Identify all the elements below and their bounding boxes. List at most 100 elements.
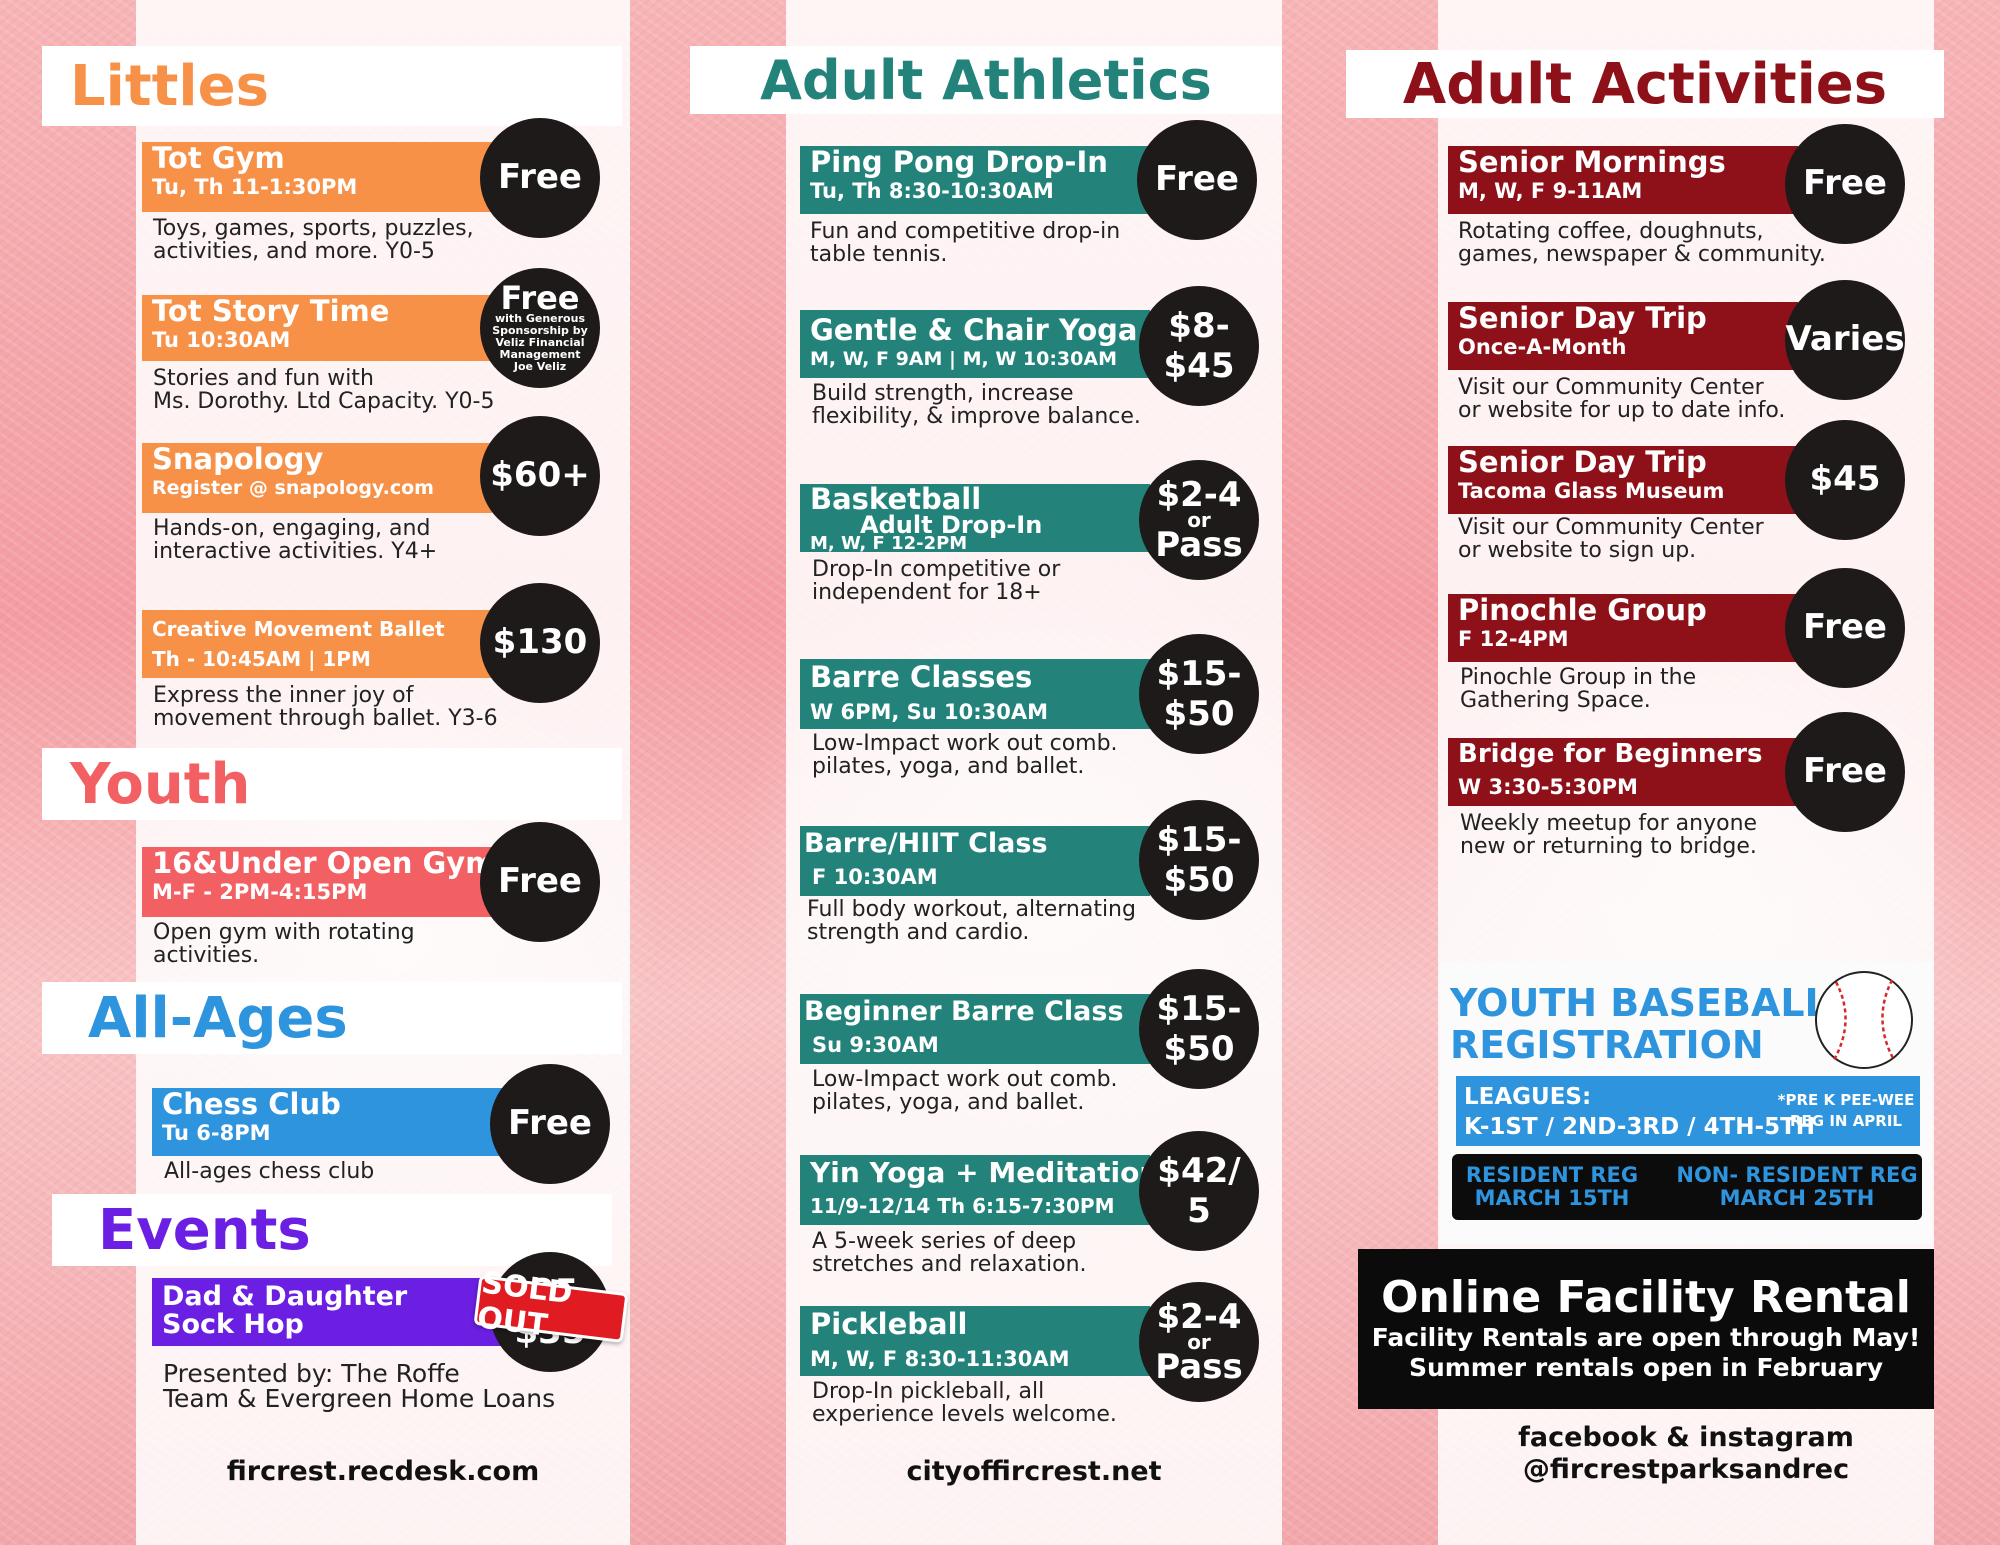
ping-pong-description: Fun and competitive drop-in table tennis. [810,219,1121,267]
beginner-barre-description: Low-Impact work out comb. pilates, yoga, … [812,1067,1118,1115]
bridge-name: Bridge for Beginners [1458,739,1763,769]
facility-rental-title: Online Facility Rental [1381,1272,1911,1323]
pinochle-schedule: F 12-4PM [1458,627,1569,651]
registration-dates-box: RESIDENT REG MARCH 15TH NON- RESIDENT RE… [1452,1154,1922,1220]
yin-yoga-bar: Yin Yoga + Meditation 11/9-12/14 Th 6:15… [800,1155,1150,1225]
ping-pong-bar: Ping Pong Drop-In Tu, Th 8:30-10:30AM [800,146,1150,214]
yin-yoga-schedule: 11/9-12/14 Th 6:15-7:30PM [810,1194,1115,1218]
snapology-description: Hands-on, engaging, and interactive activ… [153,516,438,564]
open-gym-price: Free [480,822,600,942]
tot-gym-description: Toys, games, sports, puzzles, activities,… [153,216,474,264]
social-media-handles[interactable]: facebook & instagram @fircrestparksandre… [1518,1422,1854,1485]
sock-hop-bar: Dad & Daughter Sock Hop [152,1278,502,1346]
tot-story-time-bar: Tot Story Time Tu 10:30AM [142,295,492,361]
ping-pong-schedule: Tu, Th 8:30-10:30AM [810,179,1054,203]
ballet-bar: Creative Movement Ballet Th - 10:45AM | … [142,610,492,678]
chess-club-price: Free [490,1064,610,1184]
chair-yoga-schedule: M, W, F 9AM | M, W 10:30AM [810,348,1117,370]
basketball-price: $2-4 or Pass [1139,460,1259,580]
bridge-bar: Bridge for Beginners W 3:30-5:30PM [1448,738,1798,806]
glass-museum-trip-destination: Tacoma Glass Museum [1458,479,1725,503]
pinochle-description: Pinochle Group in the Gathering Space. [1460,665,1697,713]
facility-rental-line2: Summer rentals open in February [1408,1353,1884,1382]
facility-rental-box[interactable]: Online Facility Rental Facility Rentals … [1358,1249,1934,1409]
tot-story-time-description: Stories and fun with Ms. Dorothy. Ltd Cap… [153,366,495,414]
baseball-icon [1815,971,1913,1069]
beginner-barre-bar: Beginner Barre Class Su 9:30AM [800,994,1150,1064]
yin-yoga-name: Yin Yoga + Meditation [810,1156,1150,1189]
leagues-list: K-1ST / 2ND-3RD / 4TH-5TH [1464,1114,1816,1140]
open-gym-schedule: M-F - 2PM-4:15PM [152,880,368,904]
bridge-price: Free [1785,712,1905,832]
adult-activities-heading: Adult Activities [1346,50,1944,118]
resident-registration: RESIDENT REG MARCH 15TH [1465,1163,1639,1210]
basketball-bar: Basketball Adult Drop-In M, W, F 12-2PM [800,484,1150,552]
open-gym-description: Open gym with rotating activities. [153,920,415,968]
barre-hiit-description: Full body workout, alternating strength a… [807,897,1136,945]
pickleball-price: $2-4 or Pass [1139,1282,1259,1402]
bridge-schedule: W 3:30-5:30PM [1458,775,1638,799]
tot-gym-price: Free [480,118,600,238]
yin-yoga-description: A 5-week series of deep stretches and rel… [812,1229,1087,1277]
ping-pong-name: Ping Pong Drop-In [810,146,1108,179]
barre-classes-schedule: W 6PM, Su 10:30AM [810,700,1049,724]
barre-classes-description: Low-Impact work out comb. pilates, yoga, … [812,731,1118,779]
barre-hiit-schedule: F 10:30AM [812,865,938,889]
snapology-name: Snapology [152,443,324,476]
basketball-schedule: M, W, F 12-2PM [810,533,968,553]
open-gym-bar: 16&Under Open Gym M-F - 2PM-4:15PM [142,847,492,917]
senior-mornings-bar: Senior Mornings M, W, F 9-11AM [1448,146,1798,214]
ballet-description: Express the inner joy of movement through… [153,683,498,731]
ballet-price: $130 [480,583,600,703]
chair-yoga-description: Build strength, increase flexibility, & i… [812,381,1141,429]
ping-pong-price: Free [1137,120,1257,240]
youth-heading: Youth [42,748,622,820]
beginner-barre-price: $15- $50 [1139,969,1259,1089]
glass-museum-trip-name: Senior Day Trip [1458,446,1707,479]
senior-day-trip-name: Senior Day Trip [1458,302,1707,335]
baseball-title: YOUTH BASEBALL REGISTRATION [1450,981,1829,1067]
barre-classes-bar: Barre Classes W 6PM, Su 10:30AM [800,659,1150,729]
senior-day-trip-price: Varies [1785,280,1905,400]
bridge-description: Weekly meetup for anyone new or returning… [1460,811,1758,859]
open-gym-name: 16&Under Open Gym [152,847,492,880]
beginner-barre-schedule: Su 9:30AM [812,1033,939,1057]
pinochle-price: Free [1785,568,1905,688]
sock-hop-description: Presented by: The Roffe Team & Evergreen … [163,1359,556,1413]
snapology-bar: Snapology Register @ snapology.com [142,443,492,513]
pinochle-name: Pinochle Group [1458,594,1707,627]
ballet-schedule: Th - 10:45AM | 1PM [152,647,371,671]
chess-club-schedule: Tu 6-8PM [162,1121,271,1145]
leagues-label: LEAGUES: [1464,1084,1592,1110]
littles-heading: Littles [42,46,622,126]
city-website-link[interactable]: cityoffircrest.net [906,1456,1162,1487]
chess-club-bar: Chess Club Tu 6-8PM [152,1088,502,1156]
pickleball-schedule: M, W, F 8:30-11:30AM [810,1347,1070,1371]
barre-classes-price: $15- $50 [1139,634,1259,754]
chair-yoga-name: Gentle & Chair Yoga [810,313,1138,347]
barre-classes-name: Barre Classes [810,660,1033,694]
tot-gym-schedule: Tu, Th 11-1:30PM [152,175,358,199]
senior-mornings-schedule: M, W, F 9-11AM [1458,179,1643,203]
adult-athletics-heading: Adult Athletics [690,46,1282,114]
tot-story-time-price: Free with Generous Sponsorship by Veliz … [480,268,600,388]
tot-story-time-name: Tot Story Time [152,295,390,328]
yin-yoga-price: $42/ 5 [1139,1131,1259,1251]
sock-hop-name-line2: Sock Hop [162,1309,304,1340]
tot-gym-name: Tot Gym [152,142,285,175]
basketball-name: Basketball [810,484,982,516]
tot-story-time-schedule: Tu 10:30AM [152,328,291,352]
glass-museum-trip-description: Visit our Community Center or website to … [1458,515,1764,563]
chair-yoga-bar: Gentle & Chair Yoga M, W, F 9AM | M, W 1… [800,310,1150,378]
all-ages-heading: All-Ages [42,982,622,1054]
recdesk-link[interactable]: fircrest.recdesk.com [226,1456,540,1487]
tot-gym-bar: Tot Gym Tu, Th 11-1:30PM [142,142,492,212]
facility-rental-line1: Facility Rentals are open through May! [1371,1323,1921,1352]
pickleball-description: Drop-In pickleball, all experience levels… [812,1379,1117,1427]
sock-hop-name-line1: Dad & Daughter [162,1281,408,1312]
beginner-barre-name: Beginner Barre Class [804,996,1124,1027]
chair-yoga-price: $8- $45 [1139,286,1259,406]
barre-hiit-bar: Barre/HIIT Class F 10:30AM [800,826,1150,896]
glass-museum-trip-price: $45 [1785,420,1905,540]
baseball-registration-card: YOUTH BASEBALL REGISTRATION LEAGUES: K-1… [1440,962,1932,1244]
